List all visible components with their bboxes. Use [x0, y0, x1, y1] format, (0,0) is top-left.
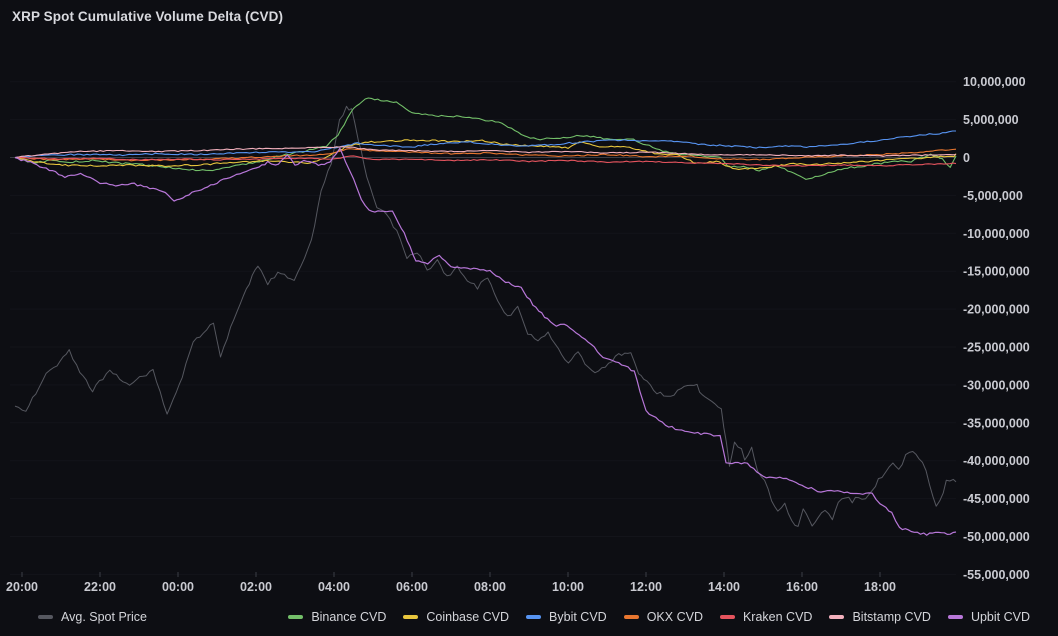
y-axis-tick-label: 10,000,000 — [963, 75, 1026, 89]
legend-item-okx-cvd[interactable]: OKX CVD — [623, 610, 703, 624]
legend-label: Kraken CVD — [742, 610, 813, 624]
legend-item-coinbase-cvd[interactable]: Coinbase CVD — [403, 610, 509, 624]
series-layer — [14, 97, 957, 536]
legend-label: Avg. Spot Price — [61, 610, 147, 624]
legend-swatch — [526, 615, 542, 619]
legend-swatch — [288, 615, 304, 619]
legend-item-kraken-cvd[interactable]: Kraken CVD — [719, 610, 813, 624]
x-axis-tick-label: 04:00 — [318, 580, 350, 594]
chart-title: XRP Spot Cumulative Volume Delta (CVD) — [12, 9, 284, 24]
legend-item-upbit-cvd[interactable]: Upbit CVD — [947, 610, 1030, 624]
y-axis-tick-label: 0 — [963, 151, 970, 165]
x-axis: 20:00 22:00 00:00 02:00 04:00 06:00 08:00 10:00… — [6, 572, 896, 594]
legend-label: Upbit CVD — [970, 610, 1030, 624]
y-axis: 10,000,000 5,000,000 0 -5,000,000 -10,000,00… — [963, 75, 1030, 582]
y-axis-tick-label: -10,000,000 — [963, 227, 1030, 241]
legend-item-avg-spot-price[interactable]: Avg. Spot Price — [38, 610, 147, 624]
series-line-bitstamp-cvd — [14, 146, 957, 159]
y-axis-tick-label: -40,000,000 — [963, 454, 1030, 468]
series-line-bybit-cvd — [14, 130, 956, 159]
legend-swatch — [719, 615, 735, 619]
series-line-coinbase-cvd — [14, 139, 957, 170]
x-axis-tick-label: 20:00 — [6, 580, 38, 594]
y-axis-tick-label: -50,000,000 — [963, 530, 1030, 544]
x-axis-tick-label: 02:00 — [240, 580, 272, 594]
y-axis-tick-label: -35,000,000 — [963, 416, 1030, 430]
x-axis-tick-label: 12:00 — [630, 580, 662, 594]
legend-swatch — [947, 615, 963, 619]
x-axis-tick-label: 18:00 — [864, 580, 896, 594]
legend-item-binance-cvd[interactable]: Binance CVD — [288, 610, 386, 624]
y-axis-tick-label: -45,000,000 — [963, 492, 1030, 506]
legend-swatch — [829, 615, 845, 619]
legend-label: OKX CVD — [646, 610, 703, 624]
x-axis-tick-label: 06:00 — [396, 580, 428, 594]
x-axis-tick-label: 14:00 — [708, 580, 740, 594]
y-axis-tick-label: -25,000,000 — [963, 341, 1030, 355]
x-axis-tick-label: 10:00 — [552, 580, 584, 594]
legend-swatch — [38, 615, 53, 619]
y-axis-tick-label: -5,000,000 — [963, 189, 1023, 203]
legend-swatch — [403, 615, 419, 619]
cvd-chart-canvas: 10,000,000 5,000,000 0 -5,000,000 -10,000,00… — [6, 75, 1030, 594]
legend-label: Binance CVD — [311, 610, 387, 624]
legend: Avg. Spot Price Binance CVD Coinbase CVD B… — [0, 601, 1058, 633]
legend-label: Bitstamp CVD — [852, 610, 931, 624]
x-axis-tick-label: 16:00 — [786, 580, 818, 594]
legend-right-group: Binance CVD Coinbase CVD Bybit CVD OKX CVD K… — [288, 610, 1030, 624]
x-axis-tick-label: 22:00 — [84, 580, 116, 594]
x-axis-tick-label: 00:00 — [162, 580, 194, 594]
y-axis-tick-label: -55,000,000 — [963, 568, 1030, 582]
y-axis-tick-label: -20,000,000 — [963, 303, 1030, 317]
legend-item-bitstamp-cvd[interactable]: Bitstamp CVD — [829, 610, 931, 624]
legend-left-group: Avg. Spot Price — [38, 610, 147, 624]
y-axis-tick-label: -30,000,000 — [963, 378, 1030, 392]
legend-label: Coinbase CVD — [426, 610, 510, 624]
legend-label: Bybit CVD — [549, 610, 607, 624]
series-line-binance-cvd — [14, 97, 957, 180]
y-axis-tick-label: 5,000,000 — [963, 113, 1019, 127]
series-line-kraken-cvd — [14, 155, 957, 167]
grid-layer — [10, 81, 956, 575]
legend-item-bybit-cvd[interactable]: Bybit CVD — [526, 610, 607, 624]
y-axis-tick-label: -15,000,000 — [963, 265, 1030, 279]
legend-swatch — [623, 615, 639, 619]
x-axis-tick-label: 08:00 — [474, 580, 506, 594]
series-line-okx-cvd — [14, 148, 957, 162]
series-line-avg-spot-price — [14, 105, 957, 527]
series-line-upbit-cvd — [14, 147, 957, 536]
